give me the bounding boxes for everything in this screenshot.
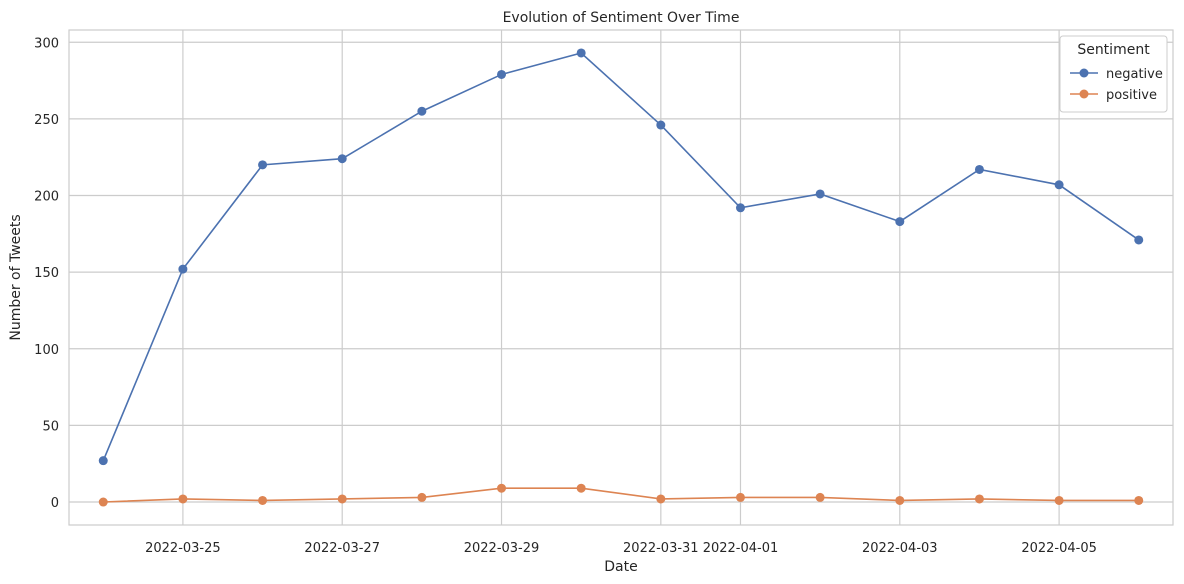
data-point-negative bbox=[178, 264, 188, 274]
x-axis-label: Date bbox=[604, 559, 637, 575]
legend-title: Sentiment bbox=[1077, 42, 1150, 58]
data-point-positive bbox=[1134, 495, 1144, 505]
series-line-negative bbox=[102, 52, 1140, 461]
data-point-positive bbox=[895, 495, 905, 505]
legend-items: negative positive bbox=[1070, 67, 1163, 103]
y-tick-label: 250 bbox=[34, 113, 59, 128]
data-point-positive bbox=[98, 497, 108, 507]
data-point-positive bbox=[656, 494, 666, 504]
series-line-positive bbox=[103, 487, 1139, 503]
y-tick-label: 0 bbox=[51, 496, 59, 511]
y-tick-label: 150 bbox=[34, 266, 59, 281]
legend-swatch-marker bbox=[1079, 68, 1089, 78]
data-point-positive bbox=[735, 492, 745, 502]
data-point-negative bbox=[98, 456, 108, 466]
legend-swatch-marker bbox=[1079, 89, 1089, 99]
data-point-negative bbox=[337, 154, 347, 164]
series-group bbox=[98, 48, 1144, 507]
data-point-positive bbox=[974, 494, 984, 504]
data-point-negative bbox=[576, 48, 586, 58]
x-tick-label: 2022-03-27 bbox=[304, 541, 380, 556]
data-point-negative bbox=[258, 160, 268, 170]
x-tick-label: 2022-03-29 bbox=[464, 541, 540, 556]
data-point-negative bbox=[417, 106, 427, 116]
data-point-positive bbox=[337, 494, 347, 504]
x-tick-label: 2022-03-25 bbox=[145, 541, 221, 556]
data-point-negative bbox=[1134, 235, 1144, 245]
data-point-negative bbox=[656, 120, 666, 130]
data-point-positive bbox=[178, 494, 188, 504]
data-point-negative bbox=[815, 189, 825, 199]
y-axis-label: Number of Tweets bbox=[8, 214, 24, 340]
legend-label-positive: positive bbox=[1106, 88, 1157, 103]
data-point-negative bbox=[735, 203, 745, 213]
grid-lines bbox=[69, 30, 1173, 525]
data-point-negative bbox=[1054, 180, 1064, 190]
x-tick-label: 2022-04-01 bbox=[703, 541, 779, 556]
y-tick-label: 50 bbox=[42, 419, 59, 434]
x-tick-label: 2022-03-31 bbox=[623, 541, 699, 556]
data-point-positive bbox=[258, 495, 268, 505]
data-point-negative bbox=[974, 164, 984, 174]
legend: Sentiment negative positive bbox=[1059, 35, 1168, 113]
data-point-negative bbox=[497, 69, 507, 79]
y-tick-label: 300 bbox=[34, 36, 59, 51]
y-tick-labels: 0 50 100 150 200 250 300 bbox=[34, 36, 59, 511]
legend-label-negative: negative bbox=[1106, 67, 1163, 82]
data-point-positive bbox=[815, 492, 825, 502]
data-point-positive bbox=[497, 483, 507, 493]
data-point-negative bbox=[895, 217, 905, 227]
x-tick-labels: 2022-03-25 2022-03-27 2022-03-29 2022-03-31… bbox=[145, 541, 1097, 556]
y-tick-label: 200 bbox=[34, 190, 59, 205]
chart-title: Evolution of Sentiment Over Time bbox=[503, 10, 740, 26]
plot-area-frame bbox=[68, 29, 1174, 526]
data-point-positive bbox=[417, 492, 427, 502]
data-point-positive bbox=[1054, 495, 1064, 505]
x-tick-label: 2022-04-05 bbox=[1021, 541, 1097, 556]
y-tick-label: 100 bbox=[34, 343, 59, 358]
x-tick-label: 2022-04-03 bbox=[862, 541, 938, 556]
data-point-positive bbox=[576, 483, 586, 493]
